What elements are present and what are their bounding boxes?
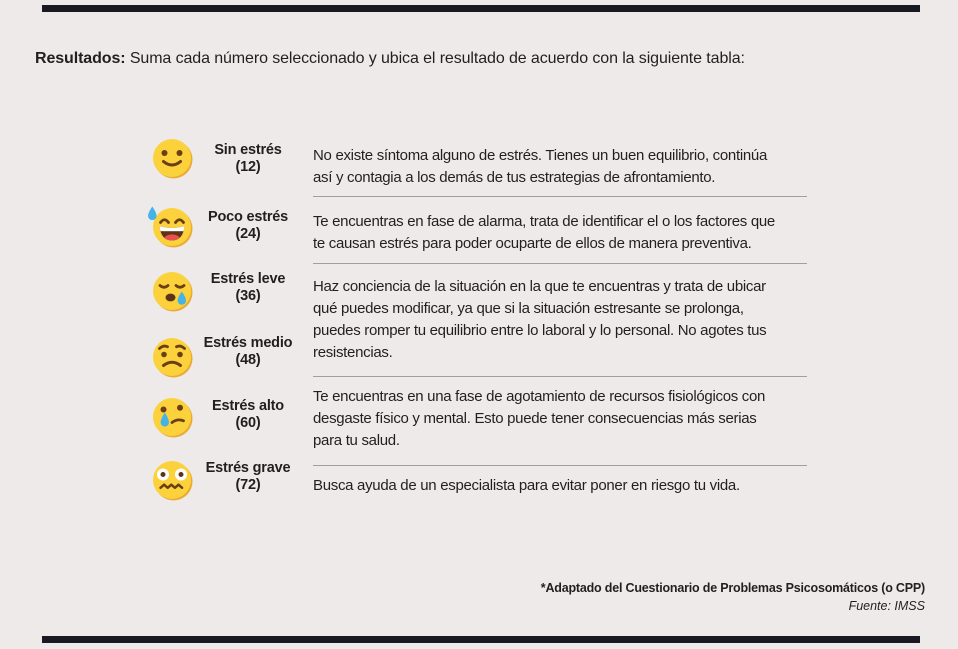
stress-level-label-sin-estres: Sin estrés (12) [183,142,313,175]
level-score: (24) [235,225,261,242]
level-name: Estrés grave [205,460,291,476]
level-score: (12) [235,158,261,175]
description-line: No existe síntoma alguno de estrés. Tien… [313,147,767,164]
description-line: Te encuentras en una fase de agotamiento… [313,388,766,405]
estres-leve-tired-tear-emoji-icon [153,272,193,312]
level-name: Estrés alto [212,398,284,414]
source-credit: Fuente: IMSS [848,599,925,613]
results-instruction: Suma cada número seleccionado y ubica el… [125,50,745,67]
divider [313,376,807,377]
description-block: Te encuentras en fase de alarma, trata d… [313,211,825,255]
poco-estres-laugh-sweat-emoji-icon [148,206,193,248]
description-block: Busca ayuda de un especialista para evit… [313,475,825,497]
estres-grave-anxious-emoji-icon [153,461,193,501]
stress-level-label-estres-alto: Estrés alto (60) [183,398,313,431]
description-line: Haz conciencia de la situación en la que… [313,278,766,295]
stress-level-label-estres-leve: Estrés leve (36) [183,271,313,304]
description-line: puedes romper tu equilibrio entre lo lab… [313,321,767,339]
level-score: (36) [235,287,261,304]
bottom-border-bar [42,636,920,643]
description-line: así y contagia a los demás de tus estrat… [313,168,716,186]
level-name: Poco estrés [207,209,288,225]
divider [313,263,807,264]
level-score: (48) [235,351,261,368]
estres-medio-worried-emoji-icon [153,338,193,378]
description-block: Te encuentras en una fase de agotamiento… [313,386,825,452]
level-name: Sin estrés [214,142,282,158]
description-block: Haz conciencia de la situación en la que… [313,276,825,364]
divider [313,196,807,197]
description-line: Te encuentras en fase de alarma, trata d… [313,213,775,230]
level-name: Estrés leve [210,271,286,287]
description-line: te causan estrés para poder ocuparte de … [313,234,752,252]
page-title: Resultados: Suma cada número seleccionad… [35,50,745,68]
description-line: desgaste físico y mental. Esto puede ten… [313,409,757,427]
description-line: para tu salud. [313,431,400,449]
stress-level-label-estres-grave: Estrés grave (72) [183,460,313,493]
estres-alto-sad-tear-emoji-icon [153,398,193,438]
level-score: (72) [235,476,261,493]
description-line: qué puedes modificar, ya que si la situa… [313,299,744,317]
description-line: resistencias. [313,343,393,361]
level-score: (60) [235,414,261,431]
level-name: Estrés medio [203,335,293,351]
footnote: *Adaptado del Cuestionario de Problemas … [540,581,925,595]
results-label: Resultados: [35,50,126,67]
sin-estres-smile-emoji-icon [153,139,193,179]
description-block: No existe síntoma alguno de estrés. Tien… [313,145,825,189]
stress-level-label-estres-medio: Estrés medio (48) [183,335,313,368]
top-border-bar [42,5,920,12]
description-line: Busca ayuda de un especialista para evit… [313,477,740,494]
stress-level-label-poco-estres: Poco estrés (24) [183,209,313,242]
divider [313,465,807,466]
